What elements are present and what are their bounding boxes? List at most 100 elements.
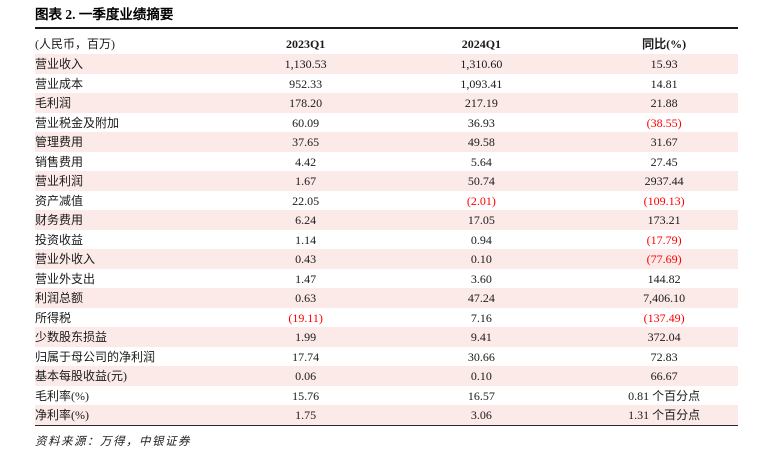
row-label: 归属于母公司的净利润 — [35, 349, 156, 364]
cell-2024q1: 47.24 — [467, 291, 495, 305]
table-row: 营业成本 952.33 1,093.41 14.81 — [35, 74, 738, 94]
cell-2023q1: 178.20 — [289, 96, 323, 110]
table-row: 营业收入 1,130.53 1,310.60 15.93 — [35, 54, 738, 74]
table-row: 所得税 (19.11) 7.16 (137.49) — [35, 308, 738, 328]
cell-yoy: (137.49) — [643, 310, 685, 325]
table-body: 营业收入 1,130.53 1,310.60 15.93 营业成本 952.33 1,093… — [35, 54, 738, 425]
cell-yoy: 372.04 — [647, 330, 681, 344]
cell-2024q1: 17.05 — [467, 213, 495, 227]
table-row: 利润总额 0.63 47.24 7,406.10 — [35, 288, 738, 308]
cell-2024q1: 7.16 — [470, 310, 492, 325]
table-row: 营业外支出 1.47 3.60 144.82 — [35, 269, 738, 289]
row-label: 销售费用 — [35, 154, 84, 169]
table-row: 基本每股收益(元) 0.06 0.10 66.67 — [35, 366, 738, 386]
column-header-yoy: 同比(%) — [642, 37, 687, 51]
cell-2024q1: 50.74 — [467, 174, 495, 188]
cell-2024q1: (2.01) — [466, 193, 496, 208]
cell-2023q1: 0.63 — [295, 291, 317, 305]
table-row: 少数股东损益 1.99 9.41 372.04 — [35, 327, 738, 347]
cell-2024q1: 9.41 — [470, 330, 492, 344]
row-label: 毛利润 — [35, 96, 72, 110]
page-title: 图表 2. 一季度业绩摘要 — [35, 6, 738, 29]
column-header-2023q1: 2023Q1 — [285, 37, 326, 51]
cell-yoy: 173.21 — [647, 213, 681, 227]
cell-2023q1: 6.24 — [295, 213, 317, 227]
cell-2024q1: 1,093.41 — [460, 76, 503, 91]
table-row: 毛利润 178.20 217.19 21.88 — [35, 93, 738, 113]
table-row: 管理费用 37.65 49.58 31.67 — [35, 132, 738, 152]
cell-yoy: 27.45 — [650, 154, 678, 169]
cell-2024q1: 0.94 — [470, 232, 492, 247]
cell-2024q1: 3.06 — [470, 408, 492, 422]
cell-2023q1: 1.75 — [295, 408, 317, 422]
performance-table: (人民币，百万) 2023Q1 2024Q1 同比(%) 营业收入 1,130.5… — [35, 33, 738, 426]
cell-2023q1: 4.42 — [295, 154, 317, 169]
row-label: 基本每股收益(元) — [35, 369, 127, 383]
cell-yoy: 1.31 个百分点 — [628, 408, 701, 422]
table-row: 投资收益 1.14 0.94 (17.79) — [35, 230, 738, 250]
cell-2023q1: 1.14 — [295, 232, 317, 247]
row-label: 财务费用 — [35, 213, 84, 227]
row-label: 投资收益 — [35, 232, 84, 247]
column-header-unit: (人民币，百万) — [35, 37, 115, 51]
cell-yoy: 66.67 — [650, 369, 678, 383]
cell-yoy: 31.67 — [650, 135, 678, 149]
cell-2024q1: 3.60 — [470, 271, 492, 286]
cell-2023q1: 0.43 — [295, 252, 317, 266]
row-label: 所得税 — [35, 310, 72, 325]
cell-yoy: (38.55) — [646, 115, 682, 130]
row-label: 资产减值 — [35, 193, 84, 208]
cell-2024q1: 16.57 — [467, 388, 495, 403]
cell-yoy: 2937.44 — [644, 174, 684, 188]
row-label: 营业税金及附加 — [35, 115, 120, 130]
cell-2023q1: 60.09 — [292, 115, 320, 130]
cell-yoy: 0.81 个百分点 — [628, 388, 701, 403]
report-figure: 图表 2. 一季度业绩摘要 (人民币，百万) 2023Q1 2024Q1 同比(… — [35, 6, 738, 449]
table-row: 营业利润 1.67 50.74 2937.44 — [35, 171, 738, 191]
row-label: 营业外支出 — [35, 271, 96, 286]
table-header-row: (人民币，百万) 2023Q1 2024Q1 同比(%) — [35, 33, 738, 54]
source-note: 资料来源：万得，中银证券 — [35, 435, 191, 448]
cell-yoy: (109.13) — [643, 193, 685, 208]
table-row: 净利率(%) 1.75 3.06 1.31 个百分点 — [35, 405, 738, 425]
row-label: 营业利润 — [35, 174, 84, 188]
cell-yoy: 144.82 — [647, 271, 681, 286]
cell-2023q1: 1,130.53 — [284, 57, 327, 71]
cell-yoy: (77.69) — [646, 252, 682, 266]
table-row: 毛利率(%) 15.76 16.57 0.81 个百分点 — [35, 386, 738, 406]
row-label: 营业收入 — [35, 57, 84, 71]
row-label: 少数股东损益 — [35, 330, 108, 344]
table-row: 销售费用 4.42 5.64 27.45 — [35, 152, 738, 172]
cell-2023q1: 37.65 — [292, 135, 320, 149]
table-row: 财务费用 6.24 17.05 173.21 — [35, 210, 738, 230]
cell-2024q1: 217.19 — [464, 96, 498, 110]
cell-yoy: 7,406.10 — [643, 291, 686, 305]
cell-2024q1: 36.93 — [467, 115, 495, 130]
cell-2023q1: 1.67 — [295, 174, 317, 188]
cell-yoy: 14.81 — [650, 76, 678, 91]
cell-2024q1: 5.64 — [470, 154, 492, 169]
cell-2023q1: 952.33 — [289, 76, 323, 91]
cell-2023q1: (19.11) — [288, 310, 323, 325]
table-row: 营业税金及附加 60.09 36.93 (38.55) — [35, 113, 738, 133]
cell-2024q1: 49.58 — [467, 135, 495, 149]
column-header-2024q1: 2024Q1 — [461, 37, 502, 51]
cell-2024q1: 0.10 — [470, 252, 492, 266]
cell-2023q1: 1.47 — [295, 271, 317, 286]
row-label: 利润总额 — [35, 291, 84, 305]
cell-2023q1: 15.76 — [292, 388, 320, 403]
cell-2023q1: 0.06 — [295, 369, 317, 383]
row-label: 净利率(%) — [35, 408, 89, 422]
cell-yoy: 15.93 — [650, 57, 678, 71]
cell-2023q1: 17.74 — [292, 349, 320, 364]
cell-2023q1: 22.05 — [292, 193, 320, 208]
row-label: 营业成本 — [35, 76, 84, 91]
cell-2023q1: 1.99 — [295, 330, 317, 344]
cell-yoy: 72.83 — [650, 349, 678, 364]
cell-2024q1: 0.10 — [470, 369, 492, 383]
row-label: 毛利率(%) — [35, 388, 89, 403]
cell-yoy: 21.88 — [650, 96, 678, 110]
table-row: 归属于母公司的净利润 17.74 30.66 72.83 — [35, 347, 738, 367]
cell-yoy: (17.79) — [646, 232, 682, 247]
row-label: 营业外收入 — [35, 252, 96, 266]
